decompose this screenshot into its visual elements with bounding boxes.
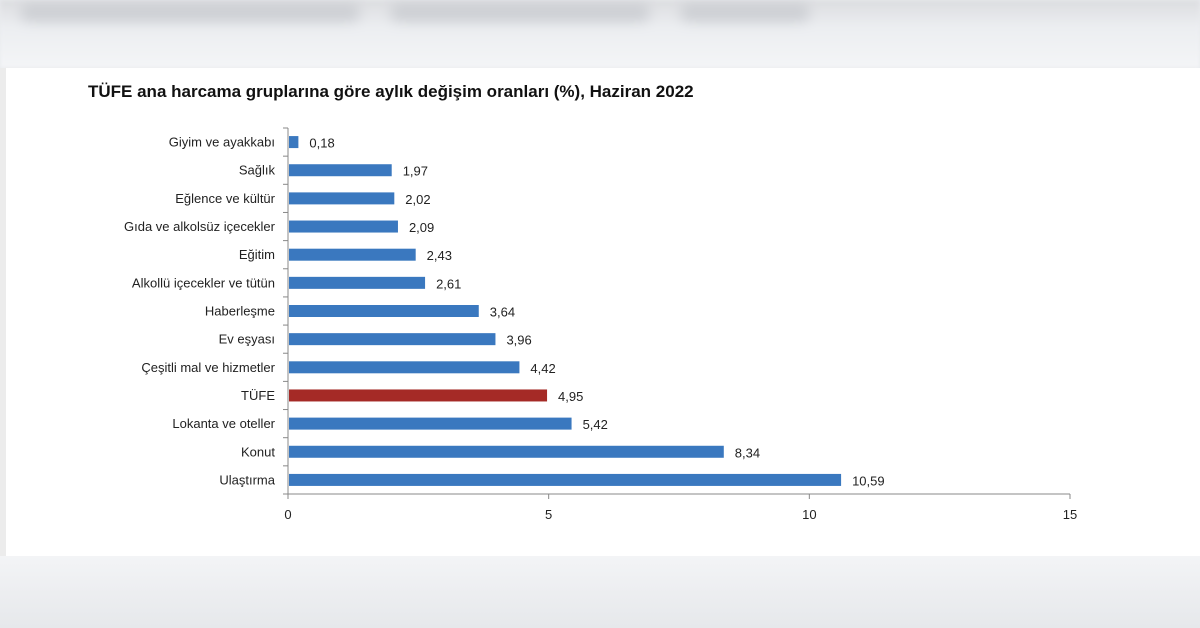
value-label: 2,61: [436, 276, 461, 291]
category-label: Lokanta ve oteller: [172, 416, 275, 431]
blurred-page-footer: [0, 556, 1200, 628]
value-label: 2,09: [409, 220, 434, 235]
value-label: 4,95: [558, 389, 583, 404]
category-label: Eğlence ve kültür: [175, 191, 275, 206]
bar: [289, 445, 724, 458]
value-label: 3,96: [506, 333, 531, 348]
value-label: 8,34: [735, 445, 760, 460]
bar: [289, 192, 395, 205]
value-label: 2,43: [427, 248, 452, 263]
bar: [289, 248, 416, 261]
value-label: 1,97: [403, 164, 428, 179]
category-label: Giyim ve ayakkabı: [169, 135, 275, 150]
category-label: Eğitim: [239, 247, 275, 262]
blurred-header-bar: [680, 4, 810, 22]
value-label: 0,18: [309, 136, 334, 151]
blurred-header-bar: [390, 4, 650, 22]
bar: [289, 276, 426, 289]
blurred-page-header: [0, 0, 1200, 68]
chart-title: TÜFE ana harcama gruplarına göre aylık d…: [88, 82, 694, 101]
x-tick-label: 5: [545, 507, 552, 522]
value-label: 5,42: [583, 417, 608, 432]
bar: [289, 361, 520, 374]
bar: [289, 305, 479, 317]
blurred-header-bar: [20, 4, 360, 22]
category-label: Sağlık: [239, 163, 276, 178]
x-tick-label: 15: [1063, 507, 1077, 522]
category-label: Gıda ve alkolsüz içecekler: [124, 219, 276, 234]
category-label: Alkollü içecekler ve tütün: [132, 275, 275, 290]
bar: [289, 136, 299, 149]
bar: [289, 417, 572, 430]
value-label: 3,64: [490, 305, 515, 320]
category-label: Ev eşyası: [219, 332, 275, 347]
chart-panel-edge: [0, 68, 6, 556]
x-tick-label: 10: [802, 507, 816, 522]
x-tick-label: 0: [284, 507, 291, 522]
category-label: Ulaştırma: [219, 472, 275, 487]
bar: [289, 164, 392, 177]
category-label: Konut: [241, 444, 275, 459]
bar: [289, 473, 842, 486]
bar-highlight: [289, 389, 548, 402]
bar: [289, 333, 496, 346]
value-label: 10,59: [852, 473, 885, 488]
category-label: Haberleşme: [205, 304, 275, 319]
value-label: 2,02: [405, 192, 430, 207]
value-label: 4,42: [530, 361, 555, 376]
bar: [289, 220, 398, 233]
category-label: Çeşitli mal ve hizmetler: [141, 360, 275, 375]
category-label: TÜFE: [241, 388, 275, 403]
